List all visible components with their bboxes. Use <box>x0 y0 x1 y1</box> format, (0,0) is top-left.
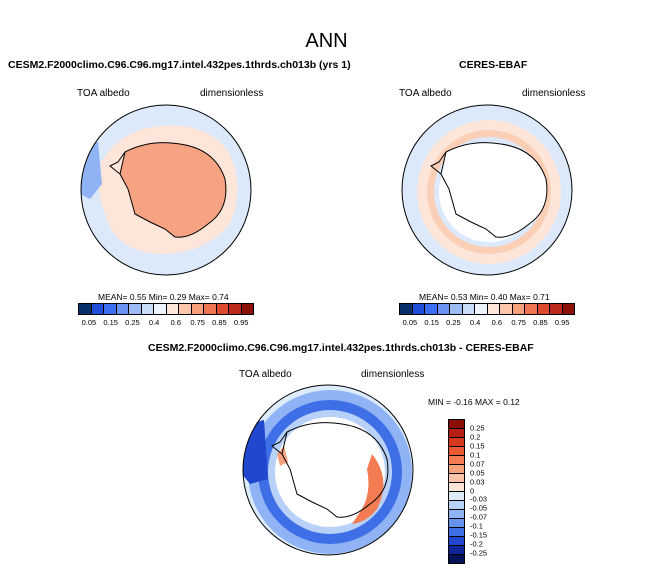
colorbar-swatch <box>449 447 464 456</box>
panel2-variable-label: TOA albedo <box>399 88 452 99</box>
panel3-colorbar <box>448 419 465 564</box>
colorbar-tick-label: 0.95 <box>233 318 249 327</box>
colorbar-swatch <box>412 304 425 314</box>
colorbar-tick-label: 0.85 <box>212 318 227 327</box>
colorbar-swatch <box>449 429 464 438</box>
colorbar-swatch <box>449 501 464 510</box>
panel1-units-label: dimensionless <box>200 88 264 99</box>
panel3-polar-map <box>242 384 414 556</box>
colorbar-swatch <box>400 304 413 314</box>
colorbar-swatch <box>104 304 117 314</box>
colorbar-tick-label: -0.25 <box>470 548 488 558</box>
colorbar-swatch <box>129 304 142 314</box>
colorbar-swatch <box>116 304 129 314</box>
colorbar-swatch <box>425 304 438 314</box>
colorbar-tick-label: 0.6 <box>491 318 503 327</box>
colorbar-tick-label: 0.25 <box>125 318 140 327</box>
panel2-colorbar <box>399 303 575 315</box>
colorbar-swatch <box>537 304 550 314</box>
panel3-stats: MIN = -0.16 MAX = 0.12 <box>428 397 520 407</box>
colorbar-swatch <box>500 304 513 314</box>
colorbar-tick-label: 0.4 <box>148 318 160 327</box>
panel3-variable-label: TOA albedo <box>239 369 292 380</box>
colorbar-swatch <box>141 304 154 314</box>
colorbar-tick-label: 0.25 <box>470 423 485 433</box>
colorbar-swatch <box>166 304 179 314</box>
colorbar-tick-label: 0.1 <box>470 450 481 460</box>
colorbar-swatch <box>449 474 464 483</box>
colorbar-swatch <box>462 304 475 314</box>
panel3-title: CESM2.F2000climo.C96.C96.mg17.intel.432p… <box>148 342 534 354</box>
colorbar-swatch <box>449 510 464 519</box>
panel2-units-label: dimensionless <box>522 88 586 99</box>
colorbar-tick-label: 0.15 <box>424 318 439 327</box>
colorbar-swatch <box>154 304 167 314</box>
colorbar-tick-label: -0.1 <box>470 521 483 531</box>
colorbar-swatch <box>241 304 253 314</box>
colorbar-swatch <box>204 304 217 314</box>
panel3-units-label: dimensionless <box>361 369 425 380</box>
colorbar-tick-label: -0.03 <box>470 494 488 504</box>
panel3-colorbar-labels: 0.25 0.2 0.15 0.1 0.07 0.05 0.03 0 -0.03 -0.05 -0.… <box>470 419 510 562</box>
colorbar-tick-label: 0.25 <box>446 318 461 327</box>
colorbar-swatch <box>449 546 464 555</box>
panel2-colorbar-labels: 0.05 0.15 0.25 0.4 0.6 0.75 0.85 0.95 <box>399 318 573 328</box>
colorbar-tick-label: 0.05 <box>402 318 418 327</box>
colorbar-swatch <box>512 304 525 314</box>
colorbar-swatch <box>179 304 192 314</box>
colorbar-swatch <box>475 304 488 314</box>
colorbar-tick-label: -0.05 <box>470 503 488 513</box>
colorbar-swatch <box>449 519 464 528</box>
panel1-polar-map <box>80 104 252 276</box>
colorbar-swatch <box>449 537 464 546</box>
page-title: ANN <box>305 30 348 52</box>
colorbar-tick-label: 0.15 <box>103 318 118 327</box>
colorbar-swatch <box>449 456 464 465</box>
panel1-colorbar-labels: 0.05 0.15 0.25 0.4 0.6 0.75 0.85 0.95 <box>78 318 252 328</box>
colorbar-tick-label: 0.05 <box>470 468 485 478</box>
colorbar-tick-label: 0.75 <box>511 318 526 327</box>
colorbar-swatch <box>487 304 500 314</box>
colorbar-swatch <box>449 483 464 492</box>
colorbar-tick-label: 0.6 <box>170 318 182 327</box>
colorbar-swatch <box>437 304 450 314</box>
panel2-stats: MEAN= 0.53 Min= 0.40 Max= 0.71 <box>419 292 550 302</box>
colorbar-tick-label: 0.05 <box>81 318 97 327</box>
colorbar-tick-label: 0.2 <box>470 432 481 442</box>
colorbar-swatch <box>449 420 464 429</box>
colorbar-swatch <box>191 304 204 314</box>
panel1-variable-label: TOA albedo <box>77 88 130 99</box>
panel2-title: CERES-EBAF <box>459 59 528 71</box>
colorbar-swatch <box>449 465 464 474</box>
colorbar-swatch <box>525 304 538 314</box>
colorbar-swatch <box>550 304 563 314</box>
colorbar-swatch <box>450 304 463 314</box>
panel2-polar-map <box>401 104 573 276</box>
colorbar-swatch <box>91 304 104 314</box>
panel1-stats: MEAN= 0.55 Min= 0.29 Max= 0.74 <box>98 292 229 302</box>
colorbar-swatch <box>216 304 229 314</box>
colorbar-tick-label: -0.15 <box>470 530 488 540</box>
colorbar-tick-label: 0 <box>470 486 475 495</box>
colorbar-swatch <box>449 492 464 501</box>
colorbar-tick-label: 0.03 <box>470 477 485 487</box>
colorbar-swatch <box>449 438 464 447</box>
colorbar-tick-label: 0.15 <box>470 441 485 451</box>
panel1-colorbar <box>78 303 254 315</box>
colorbar-tick-label: 0.85 <box>533 318 548 327</box>
colorbar-swatch <box>79 304 92 314</box>
colorbar-tick-label: 0.95 <box>554 318 570 327</box>
colorbar-swatch <box>449 555 464 563</box>
colorbar-tick-label: 0.75 <box>190 318 205 327</box>
colorbar-swatch <box>562 304 574 314</box>
colorbar-tick-label: 0.07 <box>470 459 485 469</box>
colorbar-tick-label: 0.4 <box>469 318 481 327</box>
colorbar-swatch <box>449 528 464 537</box>
colorbar-tick-label: -0.2 <box>470 539 483 549</box>
colorbar-swatch <box>229 304 242 314</box>
colorbar-tick-label: -0.07 <box>470 512 488 522</box>
panel1-title: CESM2.F2000climo.C96.C96.mg17.intel.432p… <box>8 59 351 71</box>
